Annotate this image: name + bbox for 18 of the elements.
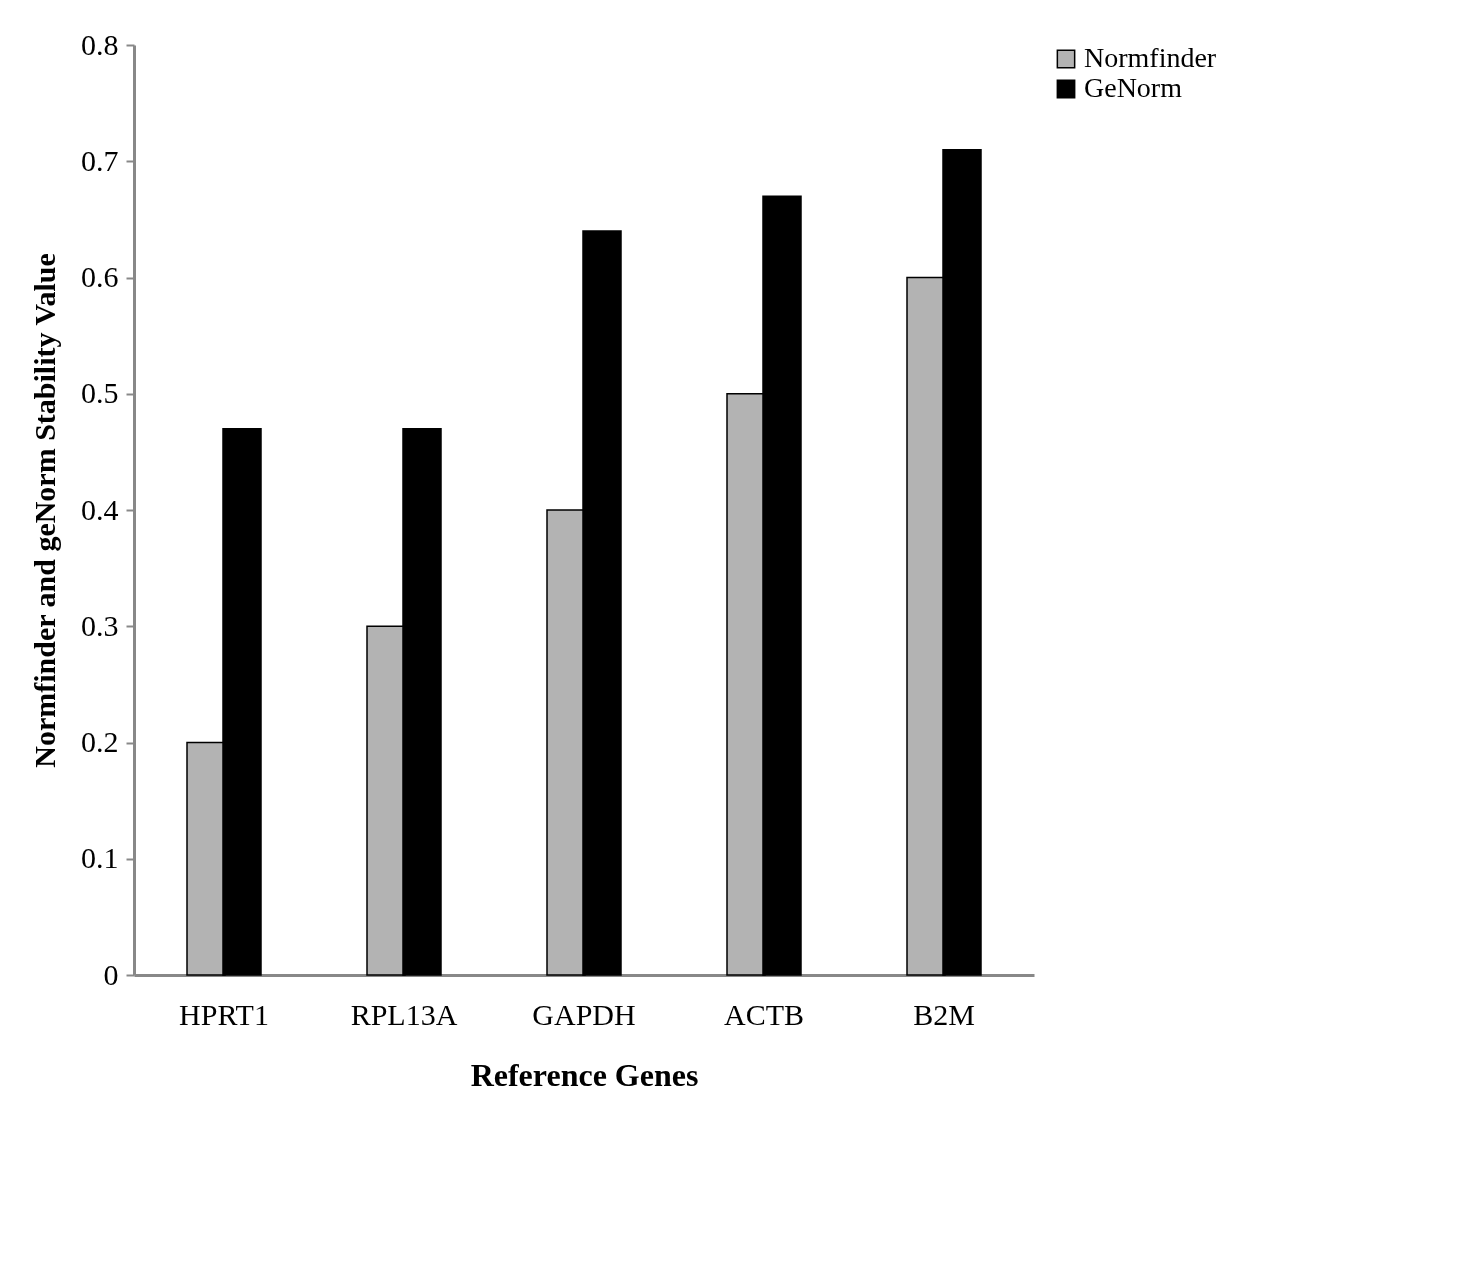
y-tick-label: 0.5 (81, 376, 119, 410)
legend-label: GeNorm (1084, 72, 1183, 103)
y-tick-label: 0.7 (81, 143, 119, 177)
y-tick-label: 0.2 (81, 725, 119, 758)
y-tick-label: 0.4 (81, 492, 119, 526)
y-tick-label: 0.3 (81, 608, 119, 642)
x-tick-label: RPL13A (350, 997, 458, 1031)
x-tick-label: GAPDH (532, 997, 636, 1031)
legend-label: Normfinder (1084, 42, 1217, 73)
x-tick-label: HPRT1 (179, 997, 269, 1031)
x-tick-label: B2M (913, 997, 975, 1031)
x-tick-label: ACTB (723, 997, 805, 1031)
y-axis-title: Normfinder and geNorm Stability Value (28, 253, 61, 768)
x-axis-title: Reference Genes (470, 1056, 699, 1093)
y-tick-label: 0.1 (81, 841, 119, 875)
y-tick-label: 0 (103, 957, 119, 991)
y-tick-label: 0.8 (81, 27, 119, 61)
y-tick-label: 0.6 (81, 260, 119, 293)
